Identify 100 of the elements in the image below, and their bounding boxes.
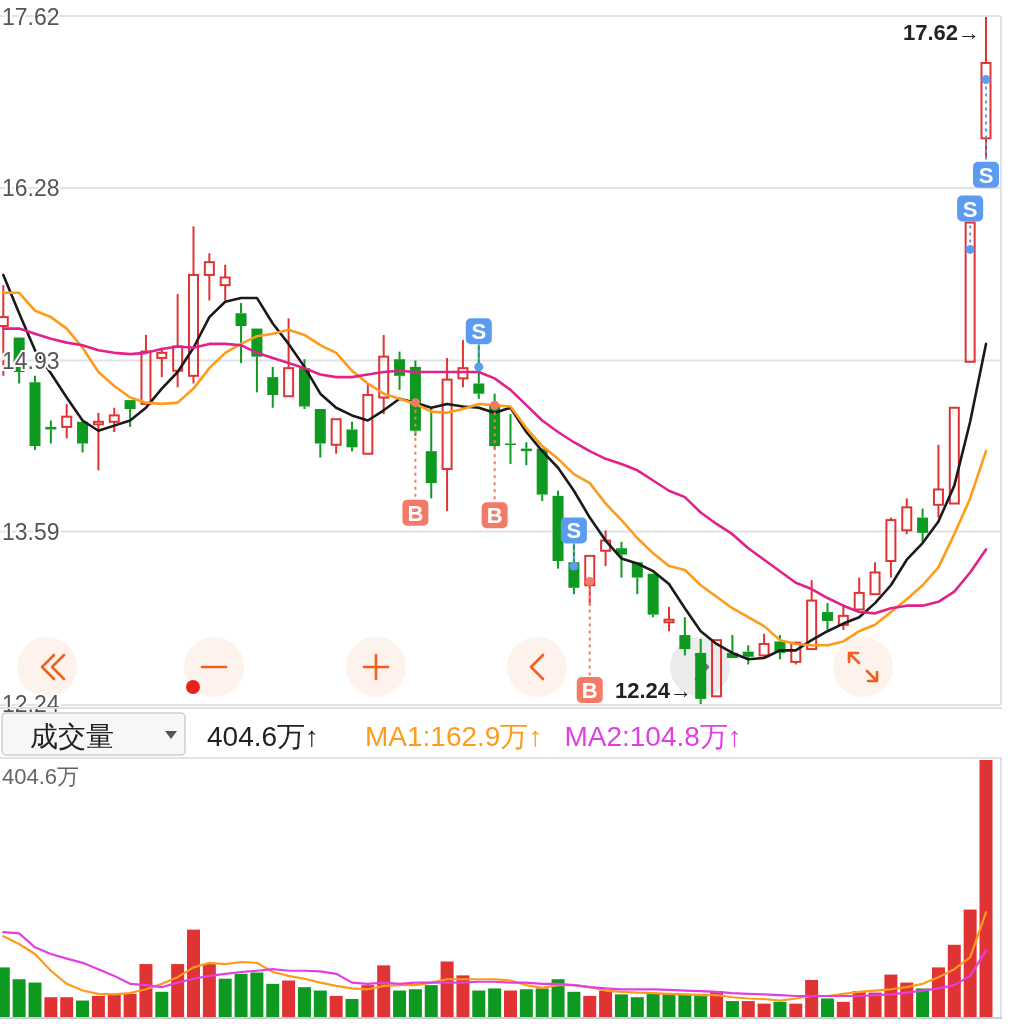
chart-title: 成交量 <box>30 721 114 752</box>
data-label: B <box>581 678 598 703</box>
point <box>569 561 579 571</box>
bar <box>773 1001 787 1017</box>
bar <box>614 994 628 1017</box>
candlestick <box>948 406 960 505</box>
candlestick <box>441 356 453 513</box>
bar <box>345 999 359 1017</box>
bar <box>218 978 232 1017</box>
data-label: S <box>962 196 978 222</box>
candlestick <box>552 489 564 570</box>
bar <box>91 995 105 1017</box>
y-tick-label: 16.28 <box>2 175 60 202</box>
bar <box>361 985 375 1017</box>
candlestick <box>932 443 944 519</box>
bar <box>836 1001 850 1017</box>
candlestick <box>267 365 279 409</box>
bar <box>630 997 644 1017</box>
bar <box>694 993 708 1017</box>
candlestick <box>536 448 548 502</box>
data-label: B <box>407 500 424 526</box>
candlestick <box>980 16 992 160</box>
bar <box>979 760 993 1017</box>
text: MA1:162.9万↑ <box>365 721 543 752</box>
data-label: S <box>978 162 994 188</box>
data-label: S <box>566 518 582 544</box>
bar <box>424 985 438 1017</box>
candlestick <box>869 561 881 596</box>
data-label: B <box>486 503 503 529</box>
data-label: S <box>471 319 487 345</box>
candlestick <box>425 406 437 500</box>
bar <box>250 972 264 1017</box>
bar <box>266 983 280 1017</box>
bar <box>757 1003 771 1017</box>
bar <box>916 988 930 1017</box>
bar <box>805 979 819 1017</box>
bar <box>931 967 945 1017</box>
bar <box>76 1000 90 1017</box>
candlestick <box>283 317 295 398</box>
bar <box>963 909 977 1017</box>
candlestick <box>853 576 865 611</box>
bar <box>472 990 486 1017</box>
annotation: 404.6万 <box>2 764 80 789</box>
bar <box>599 990 613 1017</box>
text: 404.6万↑ <box>207 721 320 752</box>
bar <box>313 990 327 1017</box>
bar <box>282 980 296 1017</box>
y-tick-label: 17.62 <box>2 4 60 30</box>
point <box>474 362 484 372</box>
bar <box>868 992 882 1017</box>
bar <box>535 988 549 1017</box>
bar <box>393 990 407 1017</box>
candlestick <box>695 637 707 705</box>
bar <box>741 1001 755 1017</box>
bar <box>567 991 581 1017</box>
bar <box>202 964 216 1017</box>
point <box>981 75 991 85</box>
annotation: 17.62→ <box>902 20 980 45</box>
candlestick <box>346 420 358 453</box>
annotation: 12.24→ <box>614 678 692 703</box>
bar <box>123 993 137 1017</box>
bar <box>519 989 533 1017</box>
bar <box>504 990 517 1017</box>
candlestick <box>806 579 818 651</box>
candlestick <box>600 529 612 568</box>
candlestick <box>29 374 41 451</box>
candlestick <box>711 639 723 698</box>
bar <box>155 991 169 1017</box>
bar <box>646 993 660 1017</box>
point <box>410 398 420 408</box>
bar <box>329 995 343 1017</box>
bar <box>821 998 834 1017</box>
bar <box>725 1001 739 1017</box>
bar <box>171 964 185 1017</box>
text: MA2:104.8万↑ <box>564 721 742 752</box>
point <box>965 244 975 254</box>
bar <box>60 997 74 1017</box>
bar <box>44 997 58 1017</box>
bar <box>408 989 422 1017</box>
candlestick <box>235 302 247 365</box>
point <box>585 576 595 586</box>
bar <box>187 929 200 1017</box>
bar <box>440 961 454 1017</box>
bar <box>551 979 565 1017</box>
bar <box>789 1003 803 1017</box>
bar <box>107 993 121 1017</box>
bar <box>139 964 153 1017</box>
candlestick <box>140 333 152 405</box>
bar <box>947 944 961 1017</box>
bar <box>377 965 391 1017</box>
bar <box>488 988 502 1017</box>
bar <box>28 982 42 1017</box>
y-tick-label: 13.59 <box>2 518 60 545</box>
bar <box>583 995 597 1017</box>
bar <box>678 993 692 1017</box>
candlestick <box>822 602 833 631</box>
candlestick <box>679 616 691 657</box>
candlestick <box>615 540 627 579</box>
point <box>490 400 500 410</box>
bar <box>662 993 676 1017</box>
